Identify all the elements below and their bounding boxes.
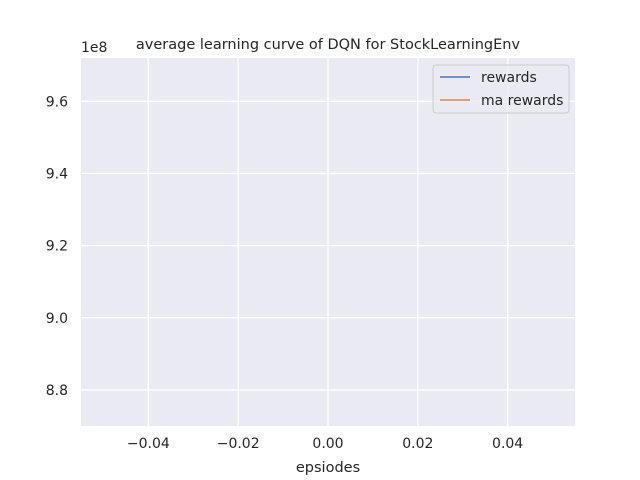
legend: rewards ma rewards [432, 64, 570, 114]
y-tick-label: 9.2 [46, 239, 68, 255]
y-tick-label: 8.8 [46, 383, 68, 399]
y-tick-label: 9.6 [46, 94, 68, 110]
legend-entry-label: ma rewards [481, 93, 563, 109]
chart-title: average learning curve of DQN for StockL… [136, 37, 521, 53]
x-tick-label: −0.02 [217, 436, 260, 452]
y-axis-offset-label: 1e8 [81, 40, 107, 56]
x-axis-ticks: −0.04 −0.02 0.00 0.02 0.04 [127, 436, 523, 452]
x-tick-label: 0.04 [492, 436, 523, 452]
y-tick-label: 9.4 [46, 166, 68, 182]
x-axis-label: epsiodes [296, 460, 360, 476]
y-tick-label: 9.0 [46, 311, 68, 327]
y-axis-ticks: 8.8 9.0 9.2 9.4 9.6 [46, 94, 68, 399]
x-tick-label: −0.04 [127, 436, 170, 452]
x-tick-label: 0.02 [402, 436, 433, 452]
legend-entry-label: rewards [481, 70, 537, 86]
x-tick-label: 0.00 [312, 436, 343, 452]
